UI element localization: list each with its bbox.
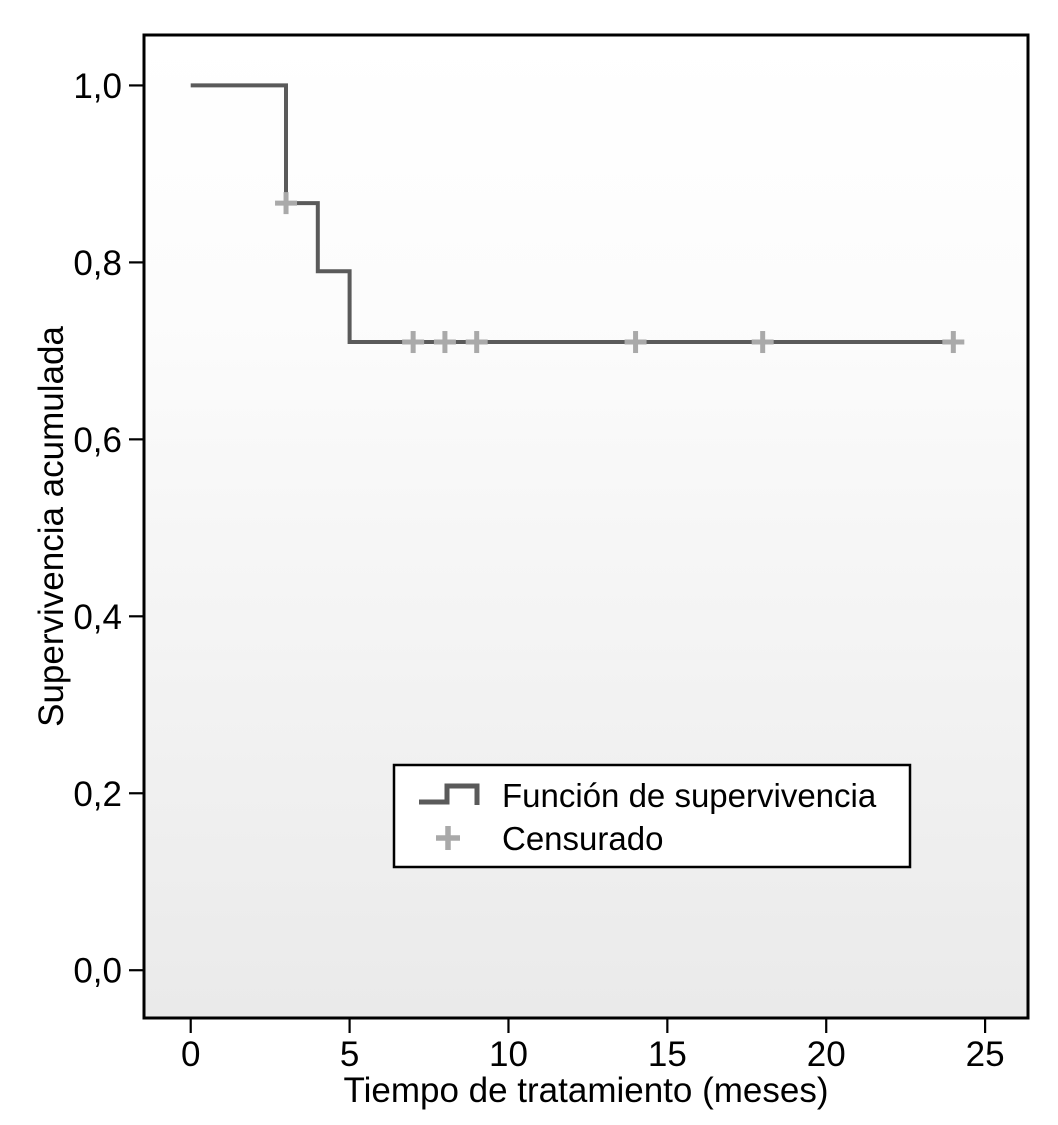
censor-mark xyxy=(624,331,647,354)
censor-mark xyxy=(433,331,456,354)
axis-titles-group: Tiempo de tratamiento (meses) Supervivenc… xyxy=(32,326,829,1110)
y-axis-tick-label: 0,2 xyxy=(73,775,122,814)
x-axis-tick-label: 5 xyxy=(340,1035,359,1074)
censor-mark xyxy=(465,331,488,354)
censor-mark xyxy=(275,192,298,215)
x-axis-tick-label: 0 xyxy=(181,1035,200,1074)
y-axis-tick-label: 0,0 xyxy=(73,952,122,991)
y-axis-tick-label: 1,0 xyxy=(73,67,122,106)
x-axis-tick-label: 25 xyxy=(966,1035,1005,1074)
censor-mark xyxy=(751,331,774,354)
y-axis-tick-label: 0,6 xyxy=(73,421,122,460)
y-axis-title: Supervivencia acumulada xyxy=(32,326,71,727)
x-axis-title: Tiempo de tratamiento (meses) xyxy=(344,1071,829,1110)
plot-background-group xyxy=(144,35,1028,1018)
y-axis-tick-label: 0,4 xyxy=(73,598,122,637)
x-axis-tick-label: 15 xyxy=(648,1035,687,1074)
plot-border xyxy=(142,33,1030,1020)
censor-mark xyxy=(942,331,965,354)
legend-label-censored: Censurado xyxy=(502,820,663,857)
x-axis-tick-label: 10 xyxy=(489,1035,528,1074)
legend-group: Función de supervivencia Censurado xyxy=(392,763,912,869)
x-axis-tick-label: 20 xyxy=(807,1035,846,1074)
legend-label-survival-function: Función de supervivencia xyxy=(502,777,877,814)
censor-mark xyxy=(402,331,425,354)
plot-area xyxy=(144,35,1028,1018)
legend-box xyxy=(392,763,912,869)
axes-group: 0 5 10 15 20 25 0,0 0,2 0,4 0,6 0,8 1,0 xyxy=(73,33,1030,1074)
legend-step-line-icon xyxy=(419,783,480,805)
y-axis-tick-label: 0,8 xyxy=(73,244,122,283)
censor-marks-group xyxy=(275,192,965,354)
series-group xyxy=(190,83,954,344)
survival-step-line xyxy=(190,83,954,344)
